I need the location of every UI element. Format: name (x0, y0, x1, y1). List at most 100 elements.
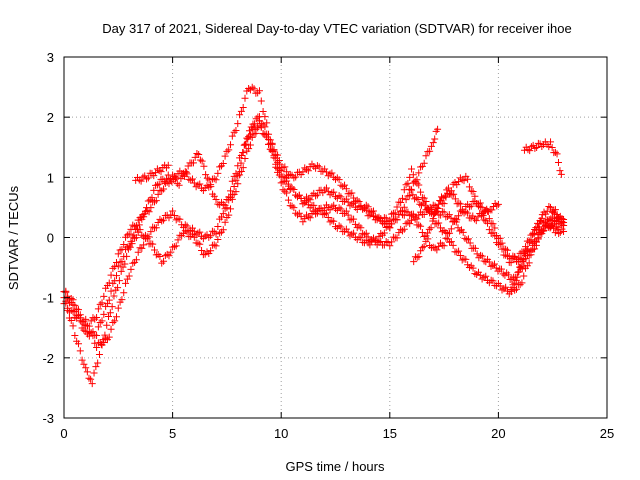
data-point (246, 141, 254, 149)
data-point (435, 219, 443, 227)
data-point (551, 206, 559, 214)
data-point (426, 147, 434, 155)
data-point (368, 238, 376, 246)
data-point (268, 139, 276, 147)
data-point (397, 198, 405, 206)
data-point (297, 195, 305, 203)
data-point (166, 174, 174, 182)
data-point (230, 128, 238, 136)
data-point (194, 181, 202, 189)
data-point (508, 275, 516, 283)
data-point (173, 180, 181, 188)
data-point (342, 207, 350, 215)
data-point (82, 321, 90, 329)
data-point (355, 222, 363, 230)
data-point (189, 159, 197, 167)
data-point (476, 199, 484, 207)
data-point (414, 195, 422, 203)
data-point (437, 193, 445, 201)
data-point (87, 375, 95, 383)
data-point (453, 248, 461, 256)
data-point (290, 174, 298, 182)
data-point (196, 240, 204, 248)
data-point (465, 203, 473, 211)
x-tick-label: 0 (60, 426, 67, 441)
data-point (539, 227, 547, 235)
data-point (71, 331, 79, 339)
data-point (205, 176, 213, 184)
data-point (514, 268, 522, 276)
data-point (123, 243, 131, 251)
data-point (123, 275, 131, 283)
data-point (469, 212, 477, 220)
data-point (281, 163, 289, 171)
data-point (105, 333, 113, 341)
data-point (408, 216, 416, 224)
data-point (398, 194, 406, 202)
data-point (210, 175, 218, 183)
data-points (60, 83, 568, 388)
data-point (189, 230, 197, 238)
data-point (551, 148, 559, 156)
data-point (344, 198, 352, 206)
data-point (225, 211, 233, 219)
data-point (155, 167, 163, 175)
series-track-2 (60, 113, 568, 388)
data-point (203, 182, 211, 190)
data-point (411, 215, 419, 223)
data-point (232, 127, 240, 135)
data-point (458, 256, 466, 264)
data-point (283, 177, 291, 185)
data-point (498, 286, 506, 294)
data-point (175, 181, 183, 189)
data-point (451, 195, 459, 203)
data-point (426, 203, 434, 211)
data-point (114, 250, 122, 258)
data-point (415, 181, 423, 189)
data-point (239, 164, 247, 172)
data-point (453, 181, 461, 189)
data-point (362, 206, 370, 214)
data-point (330, 188, 338, 196)
data-point (252, 129, 260, 137)
data-point (459, 228, 467, 236)
data-point (114, 304, 122, 312)
data-point (507, 288, 515, 296)
data-point (208, 227, 216, 235)
data-point (135, 221, 143, 229)
data-point (444, 184, 452, 192)
data-point (330, 217, 338, 225)
data-point (417, 188, 425, 196)
data-point (141, 172, 149, 180)
data-point (150, 172, 158, 180)
data-point (297, 213, 305, 221)
data-point (537, 217, 545, 225)
data-point (154, 218, 162, 226)
data-point (143, 235, 151, 243)
data-point (328, 203, 336, 211)
data-point (240, 141, 248, 149)
data-point (313, 162, 321, 170)
data-point (472, 217, 480, 225)
data-point (436, 224, 444, 232)
data-point (380, 229, 388, 237)
data-point (96, 300, 104, 308)
data-point (326, 170, 334, 178)
data-point (304, 213, 312, 221)
data-point (105, 296, 113, 304)
data-point (263, 133, 271, 141)
data-point (210, 241, 218, 249)
data-point (110, 292, 118, 300)
data-point (92, 363, 100, 371)
data-point (96, 318, 104, 326)
data-point (324, 187, 332, 195)
data-point (471, 244, 479, 252)
data-point (493, 239, 501, 247)
data-point (259, 108, 267, 116)
data-point (202, 171, 210, 179)
data-point (544, 223, 552, 231)
data-point (227, 194, 235, 202)
data-point (117, 267, 125, 275)
x-tick-label: 20 (491, 426, 505, 441)
